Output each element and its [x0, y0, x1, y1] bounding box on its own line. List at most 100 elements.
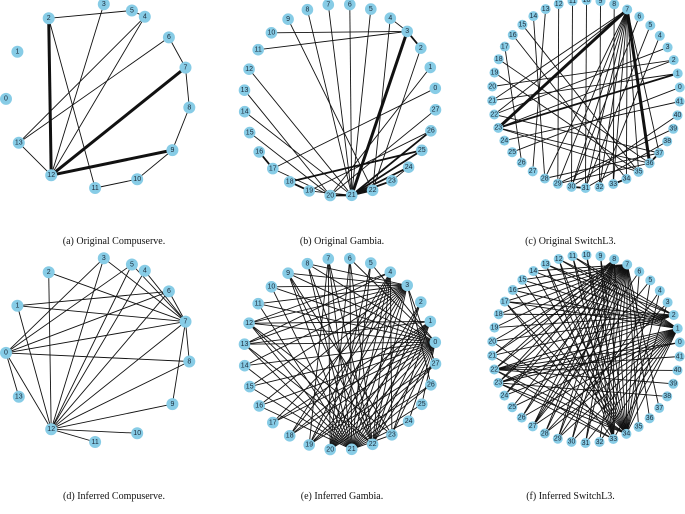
edge-6-21 [349, 4, 353, 196]
node-17 [267, 162, 279, 175]
node-label-37: 37 [655, 150, 663, 157]
node-label-8: 8 [612, 1, 616, 8]
node-label-6: 6 [167, 34, 171, 41]
node-label-6: 6 [637, 268, 641, 275]
edge-12-9 [51, 403, 173, 430]
edge-12-1 [16, 305, 52, 430]
edge-22-12 [248, 322, 373, 445]
node-label-4: 4 [143, 14, 147, 21]
edge-6-13 [18, 37, 170, 144]
edges-e [244, 258, 436, 450]
edge-34-8 [613, 259, 627, 434]
node-label-33: 33 [609, 181, 617, 188]
edge-3-16 [258, 285, 408, 407]
edge-9-22 [287, 19, 374, 191]
edge-5-2 [48, 10, 132, 19]
edge-33-17 [504, 301, 614, 440]
node-27 [429, 358, 442, 370]
node-label-14: 14 [241, 363, 249, 370]
edge-13-1 [244, 320, 431, 345]
edge-8-30 [571, 259, 615, 443]
node-label-25: 25 [418, 147, 426, 154]
node-13 [12, 136, 25, 149]
node-7 [179, 315, 192, 328]
edge-21-14 [244, 365, 352, 450]
nodes-f: 7654321041403938373635343332313029282726… [487, 250, 685, 448]
node-label-22: 22 [490, 111, 498, 118]
node-26 [425, 125, 437, 137]
node-label-10: 10 [583, 252, 591, 259]
edge-35-15 [522, 24, 639, 173]
edge-2-12 [47, 18, 53, 176]
node-label-7: 7 [326, 2, 330, 9]
nodes-b: 7 654321027262524232221201918171615141312… [238, 0, 442, 202]
edge-7-8 [185, 67, 190, 108]
edge-31-5 [585, 25, 651, 189]
edge-33-8 [612, 259, 615, 440]
edge-7-18 [498, 264, 628, 315]
node-label-11: 11 [91, 185, 98, 192]
node-10 [265, 281, 278, 293]
edge-3-21 [351, 285, 408, 450]
node-6 [634, 11, 645, 22]
node-label-16: 16 [509, 287, 517, 294]
node-1 [424, 61, 437, 74]
edge-7-35 [626, 9, 640, 172]
node-8 [301, 3, 314, 16]
node-21 [345, 189, 358, 202]
node-2 [42, 12, 55, 25]
node-label-21: 21 [488, 352, 496, 359]
edge-33-13 [545, 263, 614, 440]
edge-0-5 [5, 264, 133, 354]
edge-7-29 [557, 9, 628, 184]
edge-20-27 [329, 363, 436, 450]
edge-34-4 [625, 290, 661, 435]
node-label-5: 5 [648, 22, 652, 29]
edge-27-5 [532, 280, 651, 427]
edge-22-9 [287, 273, 374, 445]
node-label-33: 33 [609, 436, 617, 443]
node-34 [621, 173, 632, 184]
edge-30-40 [571, 115, 678, 188]
node-label-12: 12 [47, 172, 55, 179]
node-16 [253, 146, 265, 158]
node-label-24: 24 [405, 164, 413, 171]
edge-0-21 [351, 342, 436, 450]
node-label-23: 23 [494, 380, 502, 387]
edge-29-36 [557, 162, 650, 185]
node-label-1: 1 [676, 70, 680, 77]
node-29 [552, 433, 563, 444]
edge-34-3 [625, 302, 669, 435]
node-7 [622, 259, 633, 270]
node-22 [489, 364, 500, 375]
node-label-23: 23 [388, 432, 396, 439]
node-label-8: 8 [612, 256, 616, 263]
node-label-17: 17 [501, 298, 509, 305]
node-label-0: 0 [678, 84, 682, 91]
edge-32-9 [599, 1, 601, 188]
edge-19-7 [308, 258, 329, 445]
node-1 [672, 68, 683, 79]
node-3 [401, 25, 414, 38]
node-1 [11, 45, 24, 58]
node-37 [654, 148, 665, 158]
node-8 [301, 257, 314, 270]
node-label-41: 41 [676, 353, 684, 360]
node-label-15: 15 [246, 383, 254, 390]
node-10 [265, 27, 278, 39]
node-40 [672, 365, 683, 376]
node-41 [674, 351, 685, 362]
edge-12-6 [50, 291, 170, 430]
edge-31-10 [585, 0, 587, 189]
node-label-19: 19 [491, 324, 499, 331]
node-label-35: 35 [635, 424, 643, 431]
node-30 [566, 181, 577, 192]
edge-13-12 [18, 142, 52, 176]
node-label-22: 22 [369, 441, 377, 448]
node-label-28: 28 [541, 430, 549, 437]
node-5 [125, 258, 138, 271]
node-39 [668, 123, 679, 134]
caption-f: (f) Inferred SwitchL3. [526, 491, 615, 502]
edge-28-37 [544, 152, 660, 179]
